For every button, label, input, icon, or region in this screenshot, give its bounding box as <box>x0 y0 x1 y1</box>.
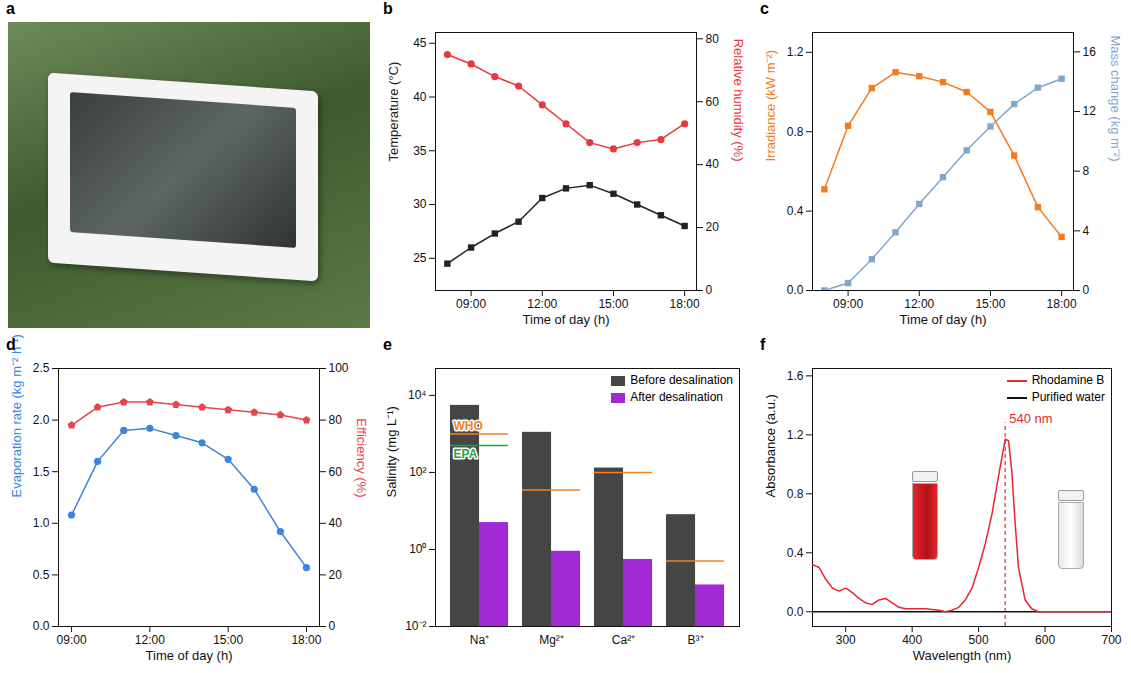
svg-text:1.2: 1.2 <box>787 45 804 59</box>
svg-text:Evaporation rate (kg m⁻² h⁻¹): Evaporation rate (kg m⁻² h⁻¹) <box>9 334 24 497</box>
svg-text:B³⁺: B³⁺ <box>688 633 704 647</box>
svg-text:40: 40 <box>329 516 343 530</box>
svg-text:540 nm: 540 nm <box>1009 411 1052 426</box>
svg-text:1.2: 1.2 <box>787 428 804 442</box>
svg-text:25: 25 <box>413 251 427 265</box>
svg-text:0.0: 0.0 <box>33 619 50 633</box>
svg-text:10⁰: 10⁰ <box>409 542 426 556</box>
svg-text:Time of day (h): Time of day (h) <box>900 312 987 327</box>
svg-text:Na⁺: Na⁺ <box>470 633 489 647</box>
svg-text:Mass change (kg m⁻²): Mass change (kg m⁻²) <box>1108 35 1123 161</box>
svg-text:Wavelength (nm): Wavelength (nm) <box>913 648 1012 663</box>
svg-text:0: 0 <box>1083 283 1090 297</box>
svg-text:12:00: 12:00 <box>527 297 557 311</box>
svg-text:15:00: 15:00 <box>598 297 628 311</box>
svg-text:4: 4 <box>1083 224 1090 238</box>
svg-text:16: 16 <box>1083 45 1097 59</box>
svg-text:600: 600 <box>1035 633 1055 647</box>
svg-text:Temperature (°C): Temperature (°C) <box>386 62 401 162</box>
svg-text:10²: 10² <box>409 465 426 479</box>
svg-text:10⁴: 10⁴ <box>408 388 427 402</box>
svg-text:500: 500 <box>969 633 989 647</box>
svg-text:35: 35 <box>413 144 427 158</box>
svg-text:20: 20 <box>706 220 720 234</box>
svg-text:Salinity (mg L⁻¹): Salinity (mg L⁻¹) <box>384 406 399 497</box>
svg-text:WHO: WHO <box>454 419 483 433</box>
svg-text:12: 12 <box>1083 104 1097 118</box>
svg-text:1.5: 1.5 <box>33 465 50 479</box>
svg-text:2.5: 2.5 <box>33 361 50 375</box>
svg-text:0.4: 0.4 <box>787 546 804 560</box>
svg-text:Mg²⁺: Mg²⁺ <box>539 633 564 647</box>
svg-text:40: 40 <box>413 90 427 104</box>
svg-text:Time of day (h): Time of day (h) <box>523 312 610 327</box>
svg-text:400: 400 <box>902 633 922 647</box>
svg-text:0: 0 <box>329 619 336 633</box>
svg-text:09:00: 09:00 <box>833 297 863 311</box>
svg-text:18:00: 18:00 <box>670 297 700 311</box>
svg-text:80: 80 <box>706 32 720 46</box>
svg-text:Ca²⁺: Ca²⁺ <box>612 633 635 647</box>
svg-text:0.0: 0.0 <box>787 283 804 297</box>
svg-text:30: 30 <box>413 197 427 211</box>
svg-text:8: 8 <box>1083 164 1090 178</box>
svg-text:0.4: 0.4 <box>787 204 804 218</box>
svg-text:700: 700 <box>1101 633 1121 647</box>
svg-text:12:00: 12:00 <box>904 297 934 311</box>
svg-text:Relative humidity (%): Relative humidity (%) <box>731 39 746 162</box>
svg-text:0.5: 0.5 <box>33 568 50 582</box>
svg-text:0.0: 0.0 <box>787 605 804 619</box>
svg-text:18:00: 18:00 <box>291 633 321 647</box>
svg-text:12:00: 12:00 <box>135 633 165 647</box>
svg-text:18:00: 18:00 <box>1047 297 1077 311</box>
svg-text:Time of day (h): Time of day (h) <box>146 648 233 663</box>
svg-text:100: 100 <box>329 361 349 375</box>
svg-text:60: 60 <box>706 95 720 109</box>
svg-text:45: 45 <box>413 36 427 50</box>
svg-text:10⁻²: 10⁻² <box>405 619 426 633</box>
svg-text:Irradiance (kW m⁻²): Irradiance (kW m⁻²) <box>763 50 778 162</box>
svg-text:80: 80 <box>329 413 343 427</box>
svg-text:2.0: 2.0 <box>33 413 50 427</box>
svg-text:1.0: 1.0 <box>33 516 50 530</box>
svg-text:0.8: 0.8 <box>787 487 804 501</box>
svg-text:1.6: 1.6 <box>787 369 804 383</box>
svg-text:0.8: 0.8 <box>787 125 804 139</box>
svg-text:09:00: 09:00 <box>57 633 87 647</box>
svg-text:60: 60 <box>329 465 343 479</box>
svg-text:15:00: 15:00 <box>213 633 243 647</box>
svg-text:20: 20 <box>329 568 343 582</box>
svg-text:300: 300 <box>836 633 856 647</box>
svg-text:Efficiency (%): Efficiency (%) <box>354 418 369 497</box>
svg-text:09:00: 09:00 <box>456 297 486 311</box>
svg-text:15:00: 15:00 <box>975 297 1005 311</box>
svg-text:40: 40 <box>706 157 720 171</box>
svg-text:EPA: EPA <box>454 447 478 461</box>
svg-text:Absorbance (a.u.): Absorbance (a.u.) <box>763 394 778 497</box>
svg-text:0: 0 <box>706 283 713 297</box>
